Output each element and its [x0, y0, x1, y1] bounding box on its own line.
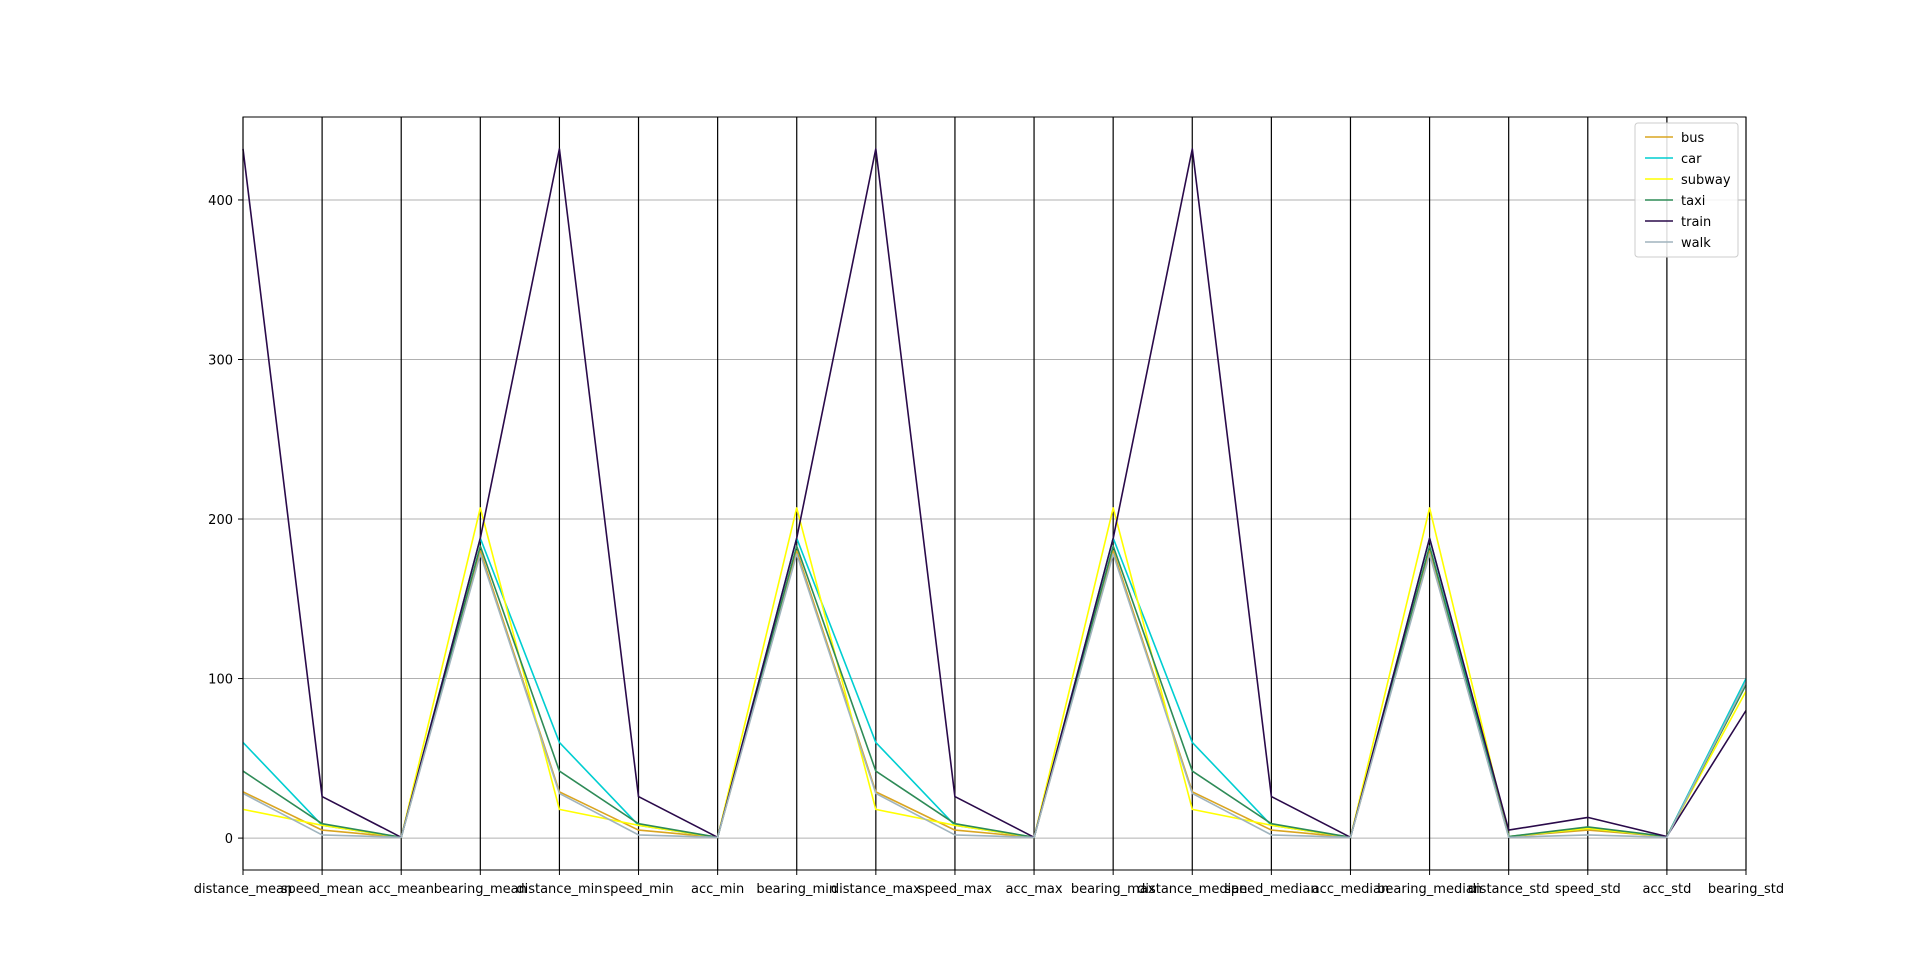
grid-lines [243, 199, 1746, 839]
legend-label: bus [1681, 131, 1704, 146]
x-tick-label: bearing_std [1708, 882, 1784, 897]
series-lines [242, 148, 1747, 839]
x-tick-label: distance_min [516, 882, 602, 897]
legend-label: taxi [1681, 194, 1705, 209]
x-tick-label: speed_std [1555, 882, 1621, 897]
y-tick-label: 300 [208, 353, 233, 368]
legend-label: subway [1681, 173, 1731, 188]
x-tick-label: distance_mean [194, 882, 292, 897]
plot-frame [242, 116, 1747, 871]
x-tick-label: bearing_mean [434, 882, 527, 897]
y-axis-ticks: 0 100 200 300 400 [208, 194, 243, 847]
x-tick-label: distance_std [1468, 882, 1550, 897]
y-tick-label: 200 [208, 513, 233, 528]
x-tick-label: bearing_median [1377, 882, 1482, 897]
x-tick-label: distance_max [831, 882, 921, 897]
y-tick-label: 400 [208, 194, 233, 209]
x-tick-label: acc_min [691, 882, 744, 897]
legend-label: car [1681, 152, 1702, 167]
x-tick-label: acc_max [1006, 882, 1063, 897]
legend: bus car subway taxi train walk [1634, 122, 1739, 258]
x-tick-label: speed_median [1224, 882, 1319, 897]
legend-label: train [1681, 215, 1711, 230]
x-tick-label: acc_std [1642, 882, 1691, 897]
series-line-train [242, 148, 1747, 839]
x-tick-label: bearing_max [1071, 882, 1156, 897]
legend-label: walk [1681, 236, 1711, 251]
x-tick-label: speed_min [603, 882, 673, 897]
x-tick-label: acc_median [1312, 882, 1390, 897]
legend-box [1634, 122, 1739, 258]
x-tick-label: distance_median [1137, 882, 1247, 897]
y-tick-label: 100 [208, 673, 233, 688]
x-tick-label: bearing_min [756, 882, 837, 897]
plot-area-border [242, 116, 1747, 871]
x-tick-label: speed_mean [281, 882, 364, 897]
x-tick-label: acc_mean [368, 882, 434, 897]
series-line-walk [242, 553, 1747, 839]
y-tick-label: 0 [225, 832, 233, 847]
x-tick-label: speed_max [918, 882, 992, 897]
